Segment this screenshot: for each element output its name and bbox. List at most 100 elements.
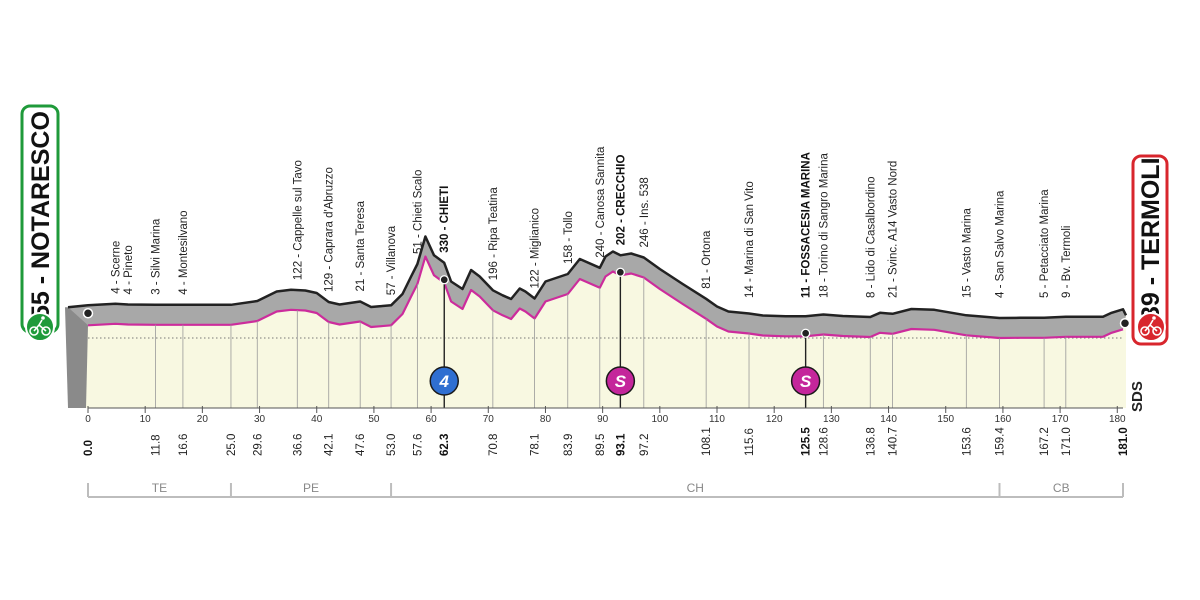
place-label: 196 - Ripa Teatina — [488, 187, 500, 281]
axis-tick-label: 100 — [651, 414, 668, 425]
km-label: 16.6 — [178, 434, 190, 456]
axis-tick-label: 0 — [85, 414, 91, 425]
axis-tick-label: 180 — [1109, 414, 1126, 425]
axis-tick-label: 160 — [995, 414, 1012, 425]
place-labels: 4 - Scerne 4 - Pineto 3 - Silvi Marina 4 - … — [110, 146, 1072, 298]
start-banner: 55 - NOTARESCO — [20, 104, 60, 342]
km-axis: 0 10 20 30 40 50 60 70 80 90 100 110 120 130 140 150 160… — [85, 406, 1126, 425]
place-label: 122 - Cappelle sul Tavo — [292, 160, 304, 280]
km-label: 11.8 — [151, 434, 163, 456]
place-label: 4 - San Salvo Marina — [995, 190, 1007, 298]
km-label: 47.6 — [355, 434, 367, 456]
km-label: 62.3 — [439, 434, 451, 456]
axis-tick-label: 120 — [766, 414, 783, 425]
axis-tick-label: 50 — [368, 414, 380, 425]
brand-logo: SDS — [1129, 381, 1146, 412]
km-label: 70.8 — [488, 434, 500, 456]
place-label: 4 - Pineto — [123, 245, 135, 294]
axis-tick-label: 20 — [197, 414, 209, 425]
intermediate-sprint-icon: S — [790, 328, 821, 396]
place-label: 81 - Ortona — [701, 230, 713, 289]
place-label: 21 - Santa Teresa — [355, 200, 367, 291]
km-label: 57.6 — [412, 434, 424, 456]
badge-circle — [429, 366, 459, 396]
axis-tick-label: 30 — [254, 414, 266, 425]
region-label: CH — [687, 481, 704, 495]
finish-dot — [1119, 318, 1131, 329]
badge-label: 4 — [439, 372, 450, 391]
axis-tick-label: 110 — [709, 414, 725, 425]
place-label: 4 - Scerne — [110, 241, 122, 294]
elevation-band — [68, 236, 1126, 338]
km-label: 42.1 — [324, 434, 336, 456]
axis-tick-label: 80 — [540, 414, 552, 425]
badge-label: S — [800, 372, 812, 391]
region-bar: TE PE CH CB — [87, 481, 1124, 498]
ridge-line — [67, 235, 1128, 320]
km-label: 89.5 — [595, 434, 607, 456]
place-label: 202 - CRECCHIO — [615, 155, 627, 246]
km-label: 171.0 — [1061, 427, 1073, 456]
place-label: 158 - Tollo — [563, 211, 575, 264]
badge-circle — [605, 366, 636, 396]
axis-tick-label: 130 — [823, 414, 840, 425]
region-label: TE — [152, 481, 167, 495]
place-label: 8 - Lido di Casalbordino — [865, 177, 877, 298]
region-label: CB — [1053, 481, 1070, 495]
finish-cyclist-icon — [1136, 312, 1166, 342]
place-label: 57 - Villanova — [386, 225, 398, 295]
axis-tick-label: 150 — [937, 414, 954, 425]
axis-tick-label: 60 — [426, 414, 438, 425]
km-marker-labels: 0.0 11.8 16.6 25.0 29.6 36.6 42.1 47.6 53.0 57.6 6… — [83, 427, 1130, 456]
place-label: 5 - Petacciato Marina — [1039, 189, 1051, 298]
place-label: 14 - Marina di San Vito — [744, 181, 756, 298]
place-label: 4 - Montesilvano — [178, 210, 190, 294]
cyclist-icon — [25, 312, 55, 342]
route-point-dot — [800, 328, 811, 338]
badge-circle — [790, 366, 821, 396]
axis-tick-label: 140 — [880, 414, 897, 425]
place-label: 21 - Svinc. A14 Vasto Nord — [888, 161, 900, 298]
km-label: 93.1 — [615, 433, 627, 456]
region-label: PE — [303, 481, 319, 495]
axis-tick-label: 90 — [597, 414, 609, 425]
km-label: 78.1 — [530, 434, 542, 456]
finish-city-label: 39 - TERMOLI — [1137, 157, 1165, 320]
place-label: 11 - FOSSACESIA MARINA — [801, 152, 813, 298]
km-label: 153.6 — [961, 427, 973, 456]
profile-side — [65, 307, 88, 408]
km-label: 97.2 — [639, 434, 651, 456]
km-label: 140.7 — [888, 427, 900, 456]
km-label: 25.0 — [226, 434, 238, 456]
route-point-dot — [439, 275, 449, 285]
route-point-dot — [615, 267, 626, 277]
place-label: 246 - Ins. 538 — [639, 177, 651, 247]
km-label: 53.0 — [386, 434, 398, 456]
km-label: 29.6 — [252, 434, 264, 456]
axis-tick-label: 170 — [1052, 414, 1069, 425]
start-dot — [82, 308, 94, 319]
badge-label: S — [615, 372, 627, 391]
axis-tick-label: 70 — [483, 414, 495, 425]
finish-box — [1131, 154, 1169, 346]
category-4-climb-icon: 4 — [429, 275, 459, 396]
place-label: 330 - CHIETI — [439, 186, 451, 253]
place-label: 3 - Silvi Marina — [151, 218, 163, 295]
km-label: 83.9 — [563, 434, 575, 456]
km-label: 159.4 — [995, 427, 1007, 456]
place-label: 9 - Bv. Termoli — [1061, 226, 1073, 298]
place-label: 240 - Canosa Sannita — [595, 146, 607, 258]
place-label: 18 - Torino di Sangro Marina — [818, 153, 830, 298]
profile-fill — [68, 236, 1126, 408]
finish-banner: 39 - TERMOLI — [1131, 154, 1169, 346]
intermediate-sprint-icon: S — [605, 267, 636, 396]
start-city-label: 55 - NOTARESCO — [27, 111, 55, 319]
km-label: 36.6 — [292, 434, 304, 456]
km-label: 136.8 — [865, 427, 877, 456]
km-label: 108.1 — [701, 427, 713, 456]
place-label: 51 - Chieti Scalo — [412, 170, 424, 254]
place-label: 122 - Miglianico — [530, 208, 542, 289]
place-label: 129 - Caprara d'Abruzzo — [324, 167, 336, 292]
axis-tick-label: 40 — [311, 414, 323, 425]
